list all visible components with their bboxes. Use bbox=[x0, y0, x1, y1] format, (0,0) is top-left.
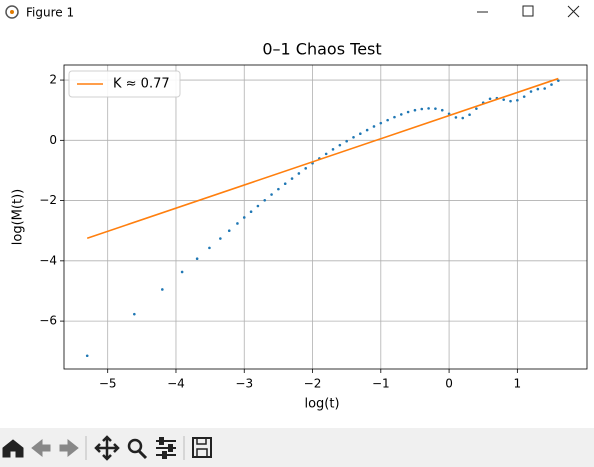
back-button[interactable] bbox=[31, 438, 51, 458]
legend-box bbox=[68, 70, 181, 98]
app-icon bbox=[5, 5, 19, 19]
scatter-point bbox=[195, 257, 199, 261]
line-series bbox=[86, 77, 559, 239]
scatter-point bbox=[256, 204, 260, 208]
save-button[interactable] bbox=[192, 437, 212, 458]
scatter-point bbox=[283, 182, 287, 186]
maximize-button[interactable] bbox=[522, 5, 534, 17]
scatter-point bbox=[304, 167, 307, 170]
scatter-point bbox=[85, 354, 89, 358]
scatter-point bbox=[468, 113, 471, 117]
x-tick-label: −3 bbox=[235, 377, 253, 391]
x-axis-label: log(t) bbox=[304, 397, 339, 412]
scatter-point bbox=[543, 87, 546, 90]
scatter-point bbox=[406, 110, 410, 114]
y-tick-label: −2 bbox=[39, 193, 57, 207]
scatter-point bbox=[399, 113, 403, 116]
chart-title: 0–1 Chaos Test bbox=[262, 40, 381, 59]
y-axis-label: log(M(t)) bbox=[11, 189, 26, 245]
scatter-point bbox=[338, 143, 342, 147]
scatter-point bbox=[208, 246, 211, 250]
pan-button[interactable] bbox=[94, 435, 120, 461]
scatter-point bbox=[324, 152, 328, 156]
scatter-point bbox=[133, 312, 136, 316]
y-tick-label: 0 bbox=[49, 133, 57, 147]
scatter-point bbox=[331, 148, 335, 151]
scatter-point bbox=[502, 98, 506, 101]
scatter-point bbox=[290, 177, 294, 180]
y-tick-label: −6 bbox=[39, 314, 57, 328]
scatter-point bbox=[180, 270, 184, 274]
scatter-point bbox=[447, 112, 451, 116]
legend-label: K ≈ 0.77 bbox=[113, 77, 170, 92]
scatter-point bbox=[297, 172, 301, 175]
scatter-point bbox=[227, 229, 231, 233]
scatter-point bbox=[440, 108, 444, 112]
scatter-point bbox=[522, 95, 526, 98]
x-tick-label: 1 bbox=[514, 377, 522, 391]
scatter-point bbox=[270, 193, 273, 196]
scatter-point bbox=[475, 107, 478, 110]
x-tick-label: −5 bbox=[99, 377, 117, 391]
scatter-point bbox=[488, 97, 492, 101]
y-tick-label: −4 bbox=[39, 253, 57, 267]
scatter-point bbox=[393, 115, 396, 119]
scatter-point bbox=[372, 125, 376, 128]
scatter-point bbox=[379, 121, 383, 125]
scatter-point bbox=[420, 107, 424, 111]
scatter-point bbox=[434, 107, 437, 110]
scatter-point bbox=[365, 128, 369, 132]
scatter-point bbox=[219, 237, 222, 240]
scatter-point bbox=[249, 210, 253, 214]
toolbar bbox=[0, 428, 594, 467]
scatter-point bbox=[263, 198, 267, 202]
x-tick-label: 0 bbox=[445, 377, 453, 391]
scatter-point bbox=[461, 116, 465, 120]
forward-button[interactable] bbox=[59, 438, 79, 458]
title-bar bbox=[0, 0, 594, 27]
scatter-point bbox=[386, 118, 389, 122]
close-button[interactable] bbox=[567, 5, 580, 18]
scatter-point bbox=[454, 116, 458, 119]
scatter-point bbox=[557, 79, 560, 82]
x-tick-label: −1 bbox=[372, 377, 390, 391]
axes-frame bbox=[63, 64, 588, 370]
scatter-point bbox=[516, 98, 519, 102]
scatter-point bbox=[352, 136, 355, 139]
scatter-point bbox=[345, 139, 348, 143]
configure-button[interactable] bbox=[156, 437, 176, 459]
y-tick-label: 2 bbox=[49, 73, 57, 87]
scatter-point bbox=[161, 288, 164, 291]
scatter-point bbox=[242, 216, 246, 219]
scatter-point bbox=[509, 99, 512, 103]
x-tick-label: −4 bbox=[167, 377, 185, 391]
scatter-point bbox=[236, 222, 239, 225]
scatter-point bbox=[427, 107, 430, 110]
x-tick-label: −2 bbox=[304, 377, 322, 391]
scatter-point bbox=[550, 83, 553, 86]
scatter-point bbox=[536, 87, 540, 91]
zoom-button[interactable] bbox=[127, 438, 148, 460]
scatter-point bbox=[413, 108, 417, 112]
home-button[interactable] bbox=[2, 439, 24, 458]
scatter-point bbox=[359, 132, 362, 135]
scatter-point bbox=[529, 90, 533, 93]
scatter-point bbox=[277, 187, 280, 191]
window-title: Figure 1 bbox=[26, 6, 74, 20]
